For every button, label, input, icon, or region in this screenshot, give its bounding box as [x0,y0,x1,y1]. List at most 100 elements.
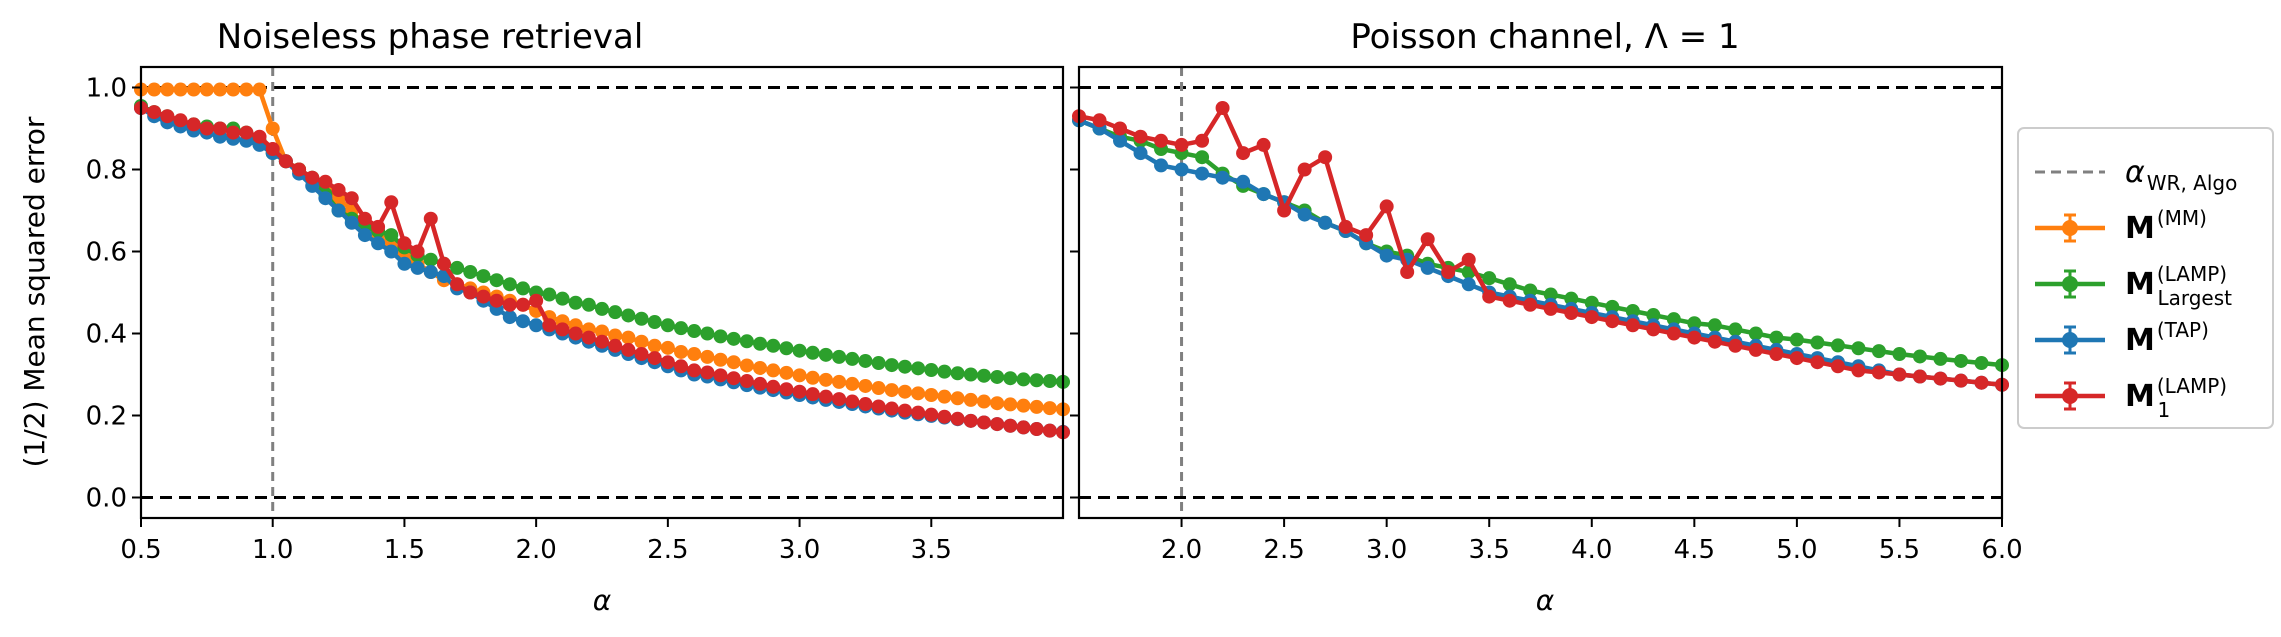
data-point [173,82,188,97]
data-point [1789,332,1804,347]
data-point [818,389,833,404]
x-tick-label: 4.0 [1571,535,1612,565]
plot-area: 2.0 2.5 3.0 3.5 4.0 4.5 5.0 5.5 6.0 [1070,65,2023,565]
data-point [1687,330,1702,345]
legend-handle-marker [2062,388,2078,404]
data-point [384,195,399,210]
data-point [199,82,214,97]
data-point [252,82,267,97]
data-point [700,349,715,364]
axes-frame [1077,65,2004,520]
data-point [1666,312,1681,327]
data-point [805,370,820,385]
data-point [1092,113,1107,128]
data-point [911,405,926,420]
data-point [1851,341,1866,356]
data-point [252,129,267,144]
data-point [779,341,794,356]
data-point [726,331,741,346]
x-tick-label: 3.5 [1469,535,1510,565]
panel-title: Poisson channel, Λ = 1 [1350,17,1739,57]
data-point [884,358,899,373]
data-point [634,311,649,326]
data-point [1707,318,1722,333]
data-point [1420,232,1435,247]
data-point [357,228,372,243]
data-point [1646,322,1661,337]
data-point [897,403,912,418]
data-point [990,417,1005,432]
data-point [779,382,794,397]
data-point [739,358,754,373]
data-point [318,174,333,189]
data-point [924,388,939,402]
data-point [753,360,768,375]
data-point [660,318,675,333]
data-point [1016,372,1031,387]
x-tick-label: 3.0 [779,535,820,565]
data-point [1400,265,1415,279]
data-point [1912,349,1927,364]
data-point [871,381,886,396]
data-point [502,310,517,325]
data-point [1953,353,1968,368]
legend-handle-marker [2062,276,2078,292]
series-M(LAMP)Largest [1072,113,2009,373]
data-point [976,394,991,409]
data-point [581,330,596,345]
data-point [384,228,399,243]
legend-entry-lamp_1: M (LAMP) 1 [2035,374,2227,422]
data-point [937,364,952,379]
legend-entry-mm: M (MM) [2035,206,2207,246]
data-point [1113,121,1128,136]
data-point [713,329,728,344]
data-point [555,291,570,306]
data-point [1953,373,1968,388]
data-point [674,321,689,336]
data-point [436,256,451,271]
legend-handle-marker [2062,332,2078,348]
data-point [476,269,491,284]
data-point [674,344,689,359]
data-point [1338,219,1353,234]
data-point [1256,137,1271,152]
data-point [1113,133,1128,148]
plot-area: 0.5 1.0 1.5 2.0 2.5 3.0 3.5 0.0 0.2 0.4 0.6 0.8 1.0 [86,65,1070,565]
data-point [700,365,715,380]
x-tick-label: 3.0 [1366,535,1407,565]
data-point [792,384,807,399]
data-point [1236,174,1251,189]
data-point [976,368,991,383]
data-point [687,363,702,378]
data-point [937,389,952,404]
data-point [1441,265,1456,279]
data-point [1769,347,1784,361]
data-point [595,324,609,339]
data-point [818,347,833,362]
data-point [805,387,820,402]
x-tick-label: 2.5 [1263,535,1304,565]
series-M(LAMP)1 [134,101,1070,440]
data-point [1174,162,1189,177]
data-point [1810,355,1825,370]
data-point [884,401,899,416]
y-tick-label: 0.4 [86,320,127,350]
data-point [1029,422,1044,437]
y-tick-label: 0.2 [86,402,127,432]
data-point [990,369,1005,384]
data-point [1042,374,1057,389]
data-point [674,359,689,374]
legend-entry-lamp_largest: M (LAMP) Largest [2035,262,2232,310]
data-point [305,170,320,185]
data-point [805,345,820,360]
data-point [265,121,280,136]
data-point [753,336,768,351]
data-point [239,125,254,140]
data-point [1564,291,1579,306]
data-point [173,113,188,128]
data-point [489,273,504,288]
data-point [1728,338,1743,353]
data-point [990,396,1005,411]
data-point [1461,252,1476,267]
legend-entry-wr: α WR, Algo [2035,155,2237,195]
